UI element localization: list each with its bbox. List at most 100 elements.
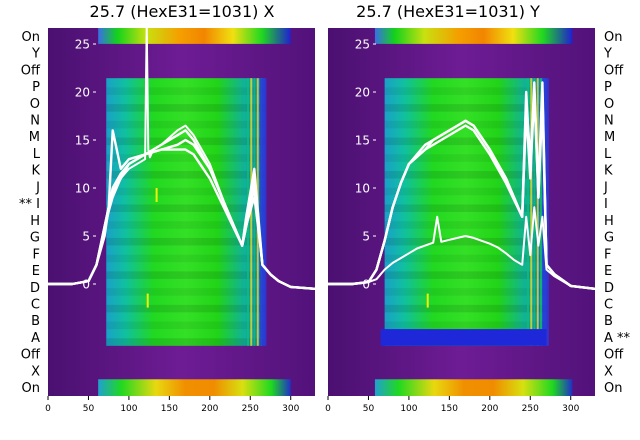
row-label: C	[31, 298, 40, 313]
row-label: Y	[31, 47, 40, 62]
overlay-y-tick-label: 5	[362, 230, 370, 244]
row-label: M	[29, 130, 40, 145]
heatmap-row-stripe	[384, 87, 547, 95]
heatmap-noise-stripe	[539, 78, 542, 346]
row-label: B	[604, 314, 613, 329]
row-label: On	[604, 381, 622, 396]
heatmap-row-stripe	[106, 154, 265, 162]
heatmap-band-on-bottom	[98, 379, 291, 396]
heatmap-panel-y: 25.7 (HexE31=1031) YOnYOffPONMLKJIHGFEDC…	[325, 2, 630, 414]
row-label: M	[604, 130, 615, 145]
heatmap-glitch	[155, 188, 158, 202]
row-label: ** I	[19, 197, 40, 212]
overlay-series-line	[328, 81, 596, 290]
chart-title: 25.7 (HexE31=1031) Y	[356, 2, 540, 21]
row-label: O	[604, 97, 614, 112]
heatmap-row-stripe	[384, 104, 547, 112]
row-label: K	[31, 164, 40, 179]
x-tick-label: 50	[363, 404, 375, 414]
heatmap-glitch	[426, 293, 429, 308]
row-label: P	[32, 80, 40, 95]
heatmap-band-on-top	[98, 28, 291, 44]
overlay-y-tick-label: 10	[75, 182, 90, 196]
heatmap-row-stripe	[106, 288, 265, 296]
heatmap-row-stripe	[384, 237, 547, 246]
row-label: H	[30, 214, 40, 229]
overlay-y-tick-label: 15	[355, 134, 370, 148]
row-label: On	[22, 30, 40, 45]
row-label: G	[30, 231, 40, 246]
heatmap-row-stripe	[384, 254, 547, 263]
heatmap-row-stripe	[106, 254, 265, 263]
row-label: N	[604, 114, 614, 129]
heatmap-row-stripe	[384, 187, 547, 196]
x-tick-label: 0	[325, 404, 331, 414]
row-label: On	[22, 381, 40, 396]
row-label: A **	[604, 331, 631, 346]
overlay-y-tick-label: 25	[75, 38, 90, 52]
row-label: On	[604, 30, 622, 45]
x-tick-label: 100	[400, 404, 417, 414]
overlay-y-tick-label: 25	[355, 38, 370, 52]
heatmap-row-stripe	[106, 221, 265, 229]
row-label: Off	[21, 63, 41, 78]
heatmap-row-stripe	[106, 304, 265, 313]
x-tick-label: 200	[481, 404, 498, 414]
heatmap-row-stripe	[384, 304, 547, 313]
overlay-y-tick-label: 15	[75, 134, 90, 148]
heatmap-band-on-bottom	[374, 379, 573, 396]
row-label: F	[33, 247, 40, 262]
chart-title: 25.7 (HexE31=1031) X	[90, 2, 275, 21]
heatmap-row-stripe	[106, 120, 265, 129]
x-tick-label: 300	[282, 404, 299, 414]
row-label: C	[604, 298, 613, 313]
overlay-y-tick-label: 0	[82, 278, 90, 292]
heatmap-row-stripe	[384, 221, 547, 229]
row-label: Y	[603, 47, 612, 62]
heatmap-row-stripe	[384, 321, 547, 330]
row-label: D	[30, 281, 40, 296]
heatmap-row-stripe	[106, 187, 265, 196]
heatmap-row-stripe	[384, 204, 547, 212]
x-tick-label: 300	[562, 404, 579, 414]
row-label: X	[604, 364, 613, 379]
heatmap-band-center	[106, 78, 265, 346]
row-label: E	[32, 264, 40, 279]
heatmap-row-stripe	[106, 204, 265, 212]
row-label: N	[30, 114, 40, 129]
row-label: L	[33, 147, 41, 162]
row-label: O	[30, 97, 40, 112]
heatmap-row-stripe	[384, 171, 547, 179]
overlay-series-line	[48, 23, 316, 290]
row-label: P	[604, 80, 612, 95]
heatmap-row-stripe	[384, 154, 547, 162]
x-tick-label: 0	[45, 404, 51, 414]
heatmap-row-stripe	[106, 271, 265, 279]
heatmap-noise-stripe	[527, 78, 530, 346]
x-tick-label: 150	[161, 404, 178, 414]
row-label: F	[604, 247, 611, 262]
heatmap-row-stripe	[384, 137, 547, 146]
row-label: Off	[21, 348, 41, 363]
row-label: J	[35, 180, 40, 195]
x-tick-label: 250	[522, 404, 539, 414]
heatmap-band-on-top	[374, 28, 573, 44]
heatmap-glitch	[146, 293, 149, 308]
heatmap-row-stripe	[106, 104, 265, 112]
row-label: L	[604, 147, 612, 162]
x-tick-label: 100	[120, 404, 137, 414]
row-label: A	[31, 331, 40, 346]
overlay-y-tick-label: 0	[362, 278, 370, 292]
heatmap-row-stripe	[106, 87, 265, 95]
x-tick-label: 250	[242, 404, 259, 414]
row-label: J	[603, 180, 608, 195]
overlay-y-tick-label: 20	[75, 86, 90, 100]
heatmap-row-a-blue	[380, 329, 547, 346]
heatmap-noise-stripe	[536, 78, 539, 346]
row-label: H	[604, 214, 614, 229]
heatmap-row-stripe	[106, 338, 265, 346]
row-label: E	[604, 264, 612, 279]
x-tick-label: 150	[441, 404, 458, 414]
